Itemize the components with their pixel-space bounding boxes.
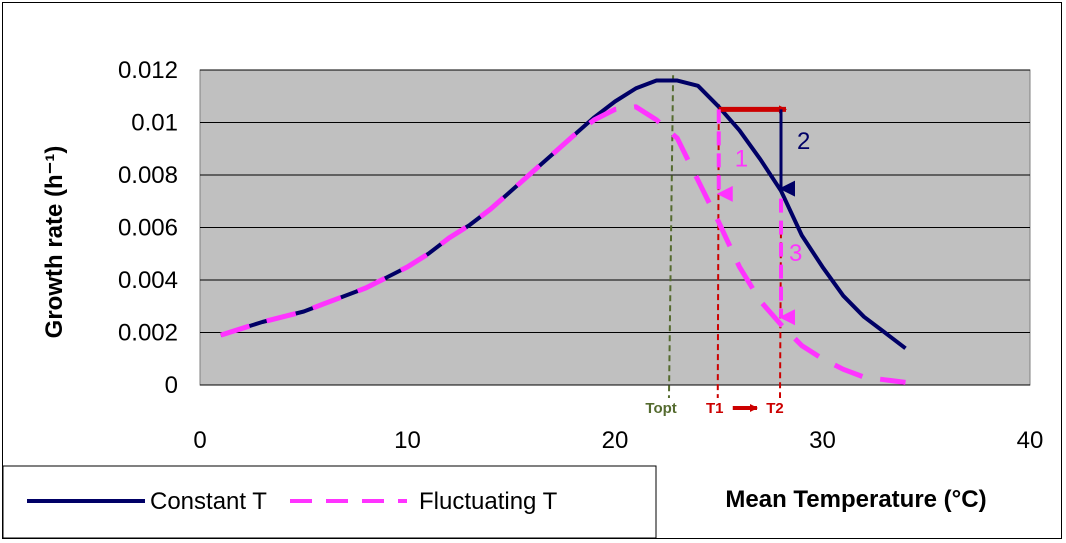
y-axis-ticks: 0 0.002 0.004 0.006 0.008 0.01 0.012 bbox=[118, 57, 178, 399]
annotations: 1 2 3 bbox=[716, 105, 810, 326]
reference-label-t1: T1 bbox=[706, 400, 724, 417]
x-tick-label-3: 30 bbox=[809, 427, 836, 454]
x-axis-title: Mean Temperature (°C) bbox=[725, 486, 986, 513]
y-tick-label-2: 0.004 bbox=[118, 267, 178, 294]
y-tick-label-0: 0 bbox=[165, 372, 178, 399]
x-tick-label-4: 40 bbox=[1017, 427, 1044, 454]
x-tick-label-0: 0 bbox=[193, 427, 206, 454]
reference-line-t1 bbox=[716, 104, 720, 399]
reference-lines: Topt T1 T2 bbox=[645, 75, 784, 417]
y-tick-label-4: 0.008 bbox=[118, 162, 178, 189]
annotation-label-3: 3 bbox=[789, 240, 802, 267]
x-tick-label-1: 10 bbox=[394, 427, 421, 454]
y-axis-title: Growth rate (h⁻¹) bbox=[41, 146, 68, 339]
series-lines bbox=[220, 78, 907, 385]
y-tick-label-3: 0.006 bbox=[118, 215, 178, 242]
reference-label-topt: Topt bbox=[645, 400, 676, 417]
series-line-constant-t bbox=[220, 78, 907, 350]
legend-label-fluctuating-t: Fluctuating T bbox=[419, 488, 558, 515]
reference-line-topt bbox=[667, 75, 675, 399]
annotation-label-2: 2 bbox=[797, 128, 810, 155]
y-tick-label-6: 0.012 bbox=[118, 57, 178, 84]
x-tick-label-2: 20 bbox=[602, 427, 629, 454]
x-axis-ticks: 0 10 20 30 40 bbox=[193, 427, 1043, 454]
legend: Constant T Fluctuating T bbox=[2, 465, 657, 539]
y-tick-label-1: 0.002 bbox=[118, 320, 178, 347]
gridlines bbox=[200, 69, 1030, 386]
series-line-fluctuating-t bbox=[220, 104, 906, 385]
annotation-label-1: 1 bbox=[735, 146, 748, 173]
y-tick-label-5: 0.01 bbox=[131, 110, 178, 137]
legend-label-constant-t: Constant T bbox=[150, 488, 267, 515]
reference-label-t2: T2 bbox=[766, 400, 784, 417]
